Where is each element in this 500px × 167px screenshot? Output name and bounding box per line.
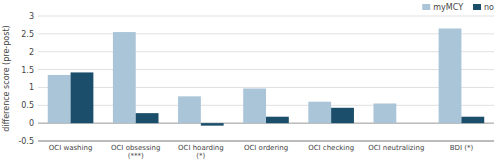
bar bbox=[373, 104, 396, 124]
bar bbox=[201, 123, 224, 126]
y-tick-label: 1 bbox=[29, 83, 34, 92]
x-tick-label-line: OCI hoarding bbox=[178, 144, 224, 152]
legend-label: myMCY bbox=[433, 3, 463, 12]
x-tick-label-line: OCI neutralizing bbox=[368, 144, 424, 152]
grid-line bbox=[38, 87, 494, 88]
y-tick-label: 1.5 bbox=[21, 66, 34, 75]
x-tick-label: OCI ordering bbox=[244, 144, 288, 152]
bar bbox=[178, 96, 201, 123]
bar bbox=[136, 113, 159, 123]
y-tick-label: 2.5 bbox=[21, 30, 34, 39]
legend-label: no bbox=[484, 3, 494, 12]
grid-line bbox=[38, 69, 494, 70]
bar bbox=[396, 123, 419, 124]
x-tick-label: OCI checking bbox=[308, 144, 354, 152]
bar bbox=[48, 75, 71, 123]
x-tick-label-line: (***) bbox=[128, 152, 144, 160]
x-tick-label: OCI obsessing(***) bbox=[111, 144, 161, 160]
bar bbox=[439, 29, 462, 124]
y-tick-label: 0.5 bbox=[21, 101, 34, 110]
bar bbox=[461, 117, 484, 123]
legend-swatch bbox=[473, 4, 481, 10]
y-axis-label: difference score (pre-post) bbox=[2, 25, 11, 131]
bar bbox=[243, 89, 266, 124]
legend: myMCY no bbox=[422, 3, 494, 12]
bar bbox=[266, 117, 289, 123]
x-tick-label-line: OCI ordering bbox=[244, 144, 288, 152]
bar bbox=[71, 72, 94, 123]
x-axis-line bbox=[38, 141, 494, 142]
x-tick-label-line: OCI checking bbox=[308, 144, 354, 152]
bars bbox=[48, 29, 484, 126]
grid-line bbox=[38, 33, 494, 34]
y-tick-label: -0.5 bbox=[18, 137, 34, 146]
chart: -0.5 0 0.5 1 1.5 2 2.5 3 difference score (pre-p… bbox=[0, 0, 500, 167]
x-tick-label-line: OCI obsessing bbox=[111, 144, 161, 152]
x-tick-label: OCI hoarding(*) bbox=[178, 144, 224, 160]
grid-line bbox=[38, 141, 494, 142]
x-tick-label-line: OCI washing bbox=[49, 144, 93, 152]
y-tick-label: 2 bbox=[29, 48, 34, 57]
bar bbox=[113, 32, 136, 123]
grid-line bbox=[38, 51, 494, 52]
grid-line bbox=[38, 16, 494, 17]
legend-swatch bbox=[422, 4, 430, 10]
x-tick-label-line: BDI (*) bbox=[450, 144, 474, 152]
x-tick-label: BDI (*) bbox=[450, 144, 474, 152]
bar bbox=[331, 108, 354, 123]
y-tick-label: 3 bbox=[29, 12, 34, 21]
bar bbox=[308, 102, 331, 123]
x-tick-label: OCI washing bbox=[49, 144, 93, 152]
x-tick-label: OCI neutralizing bbox=[368, 144, 424, 152]
y-tick-label: 0 bbox=[29, 119, 34, 128]
x-tick-label-line: (*) bbox=[196, 152, 205, 160]
